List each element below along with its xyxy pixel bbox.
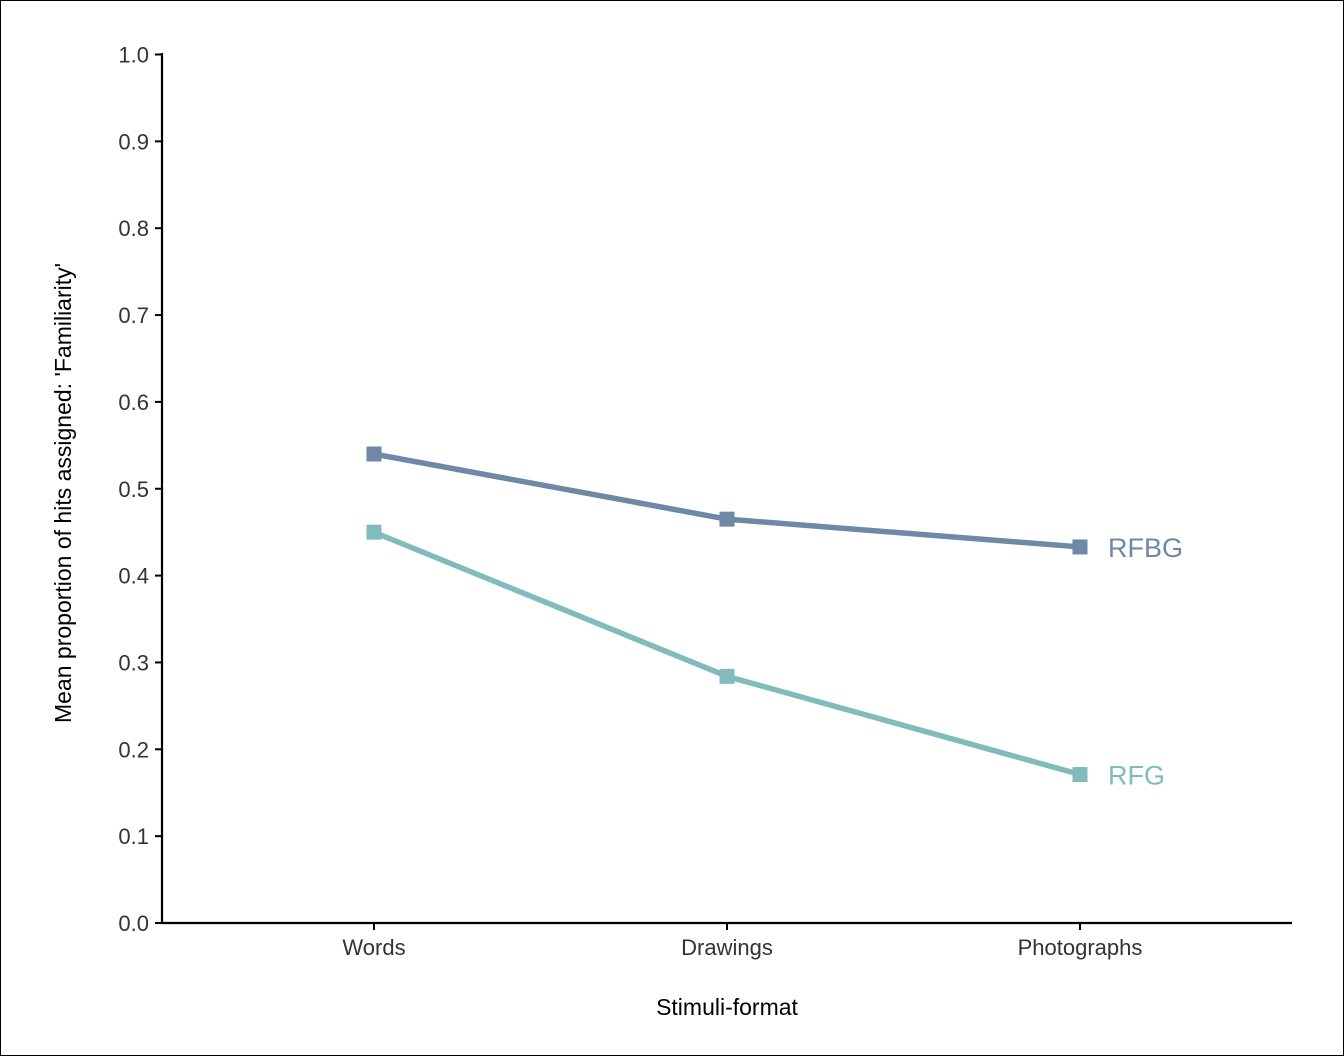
data-point <box>719 511 735 527</box>
y-tick-label: 0.1 <box>118 824 149 849</box>
y-tick-label: 0.2 <box>118 737 149 762</box>
y-tick-label: 0.8 <box>118 216 149 241</box>
series-layer: RFBG RFG <box>366 446 1183 790</box>
data-point <box>1072 539 1088 555</box>
series-rfg: RFG <box>366 524 1165 790</box>
x-tick-label: Drawings <box>681 935 773 960</box>
y-tick-label: 0.4 <box>118 564 149 589</box>
x-tick-label: Words <box>342 935 405 960</box>
y-tick-label: 0.3 <box>118 650 149 675</box>
x-tick-label: Photographs <box>1018 935 1143 960</box>
y-tick-label: 0.5 <box>118 477 149 502</box>
y-tick-label: 0.6 <box>118 390 149 415</box>
y-tick-label: 0.7 <box>118 303 149 328</box>
data-point <box>719 668 735 684</box>
series-rfbg: RFBG <box>366 446 1183 563</box>
data-point <box>366 446 382 462</box>
y-axis-ticks: 0.0 0.1 0.2 0.3 0.4 0.5 0.6 0.7 0.8 0.9 1.0 <box>118 43 162 936</box>
series-line <box>371 529 1083 778</box>
data-point <box>1072 766 1088 782</box>
x-axis-ticks: Words Drawings Photographs <box>342 923 1142 960</box>
x-axis-title: Stimuli-format <box>656 994 798 1020</box>
series-label: RFG <box>1108 760 1165 790</box>
y-tick-label: 0.9 <box>118 129 149 154</box>
y-axis-title: Mean proportion of hits assigned: 'Famil… <box>50 263 76 723</box>
series-label: RFBG <box>1108 533 1183 563</box>
y-tick-label: 0.0 <box>118 911 149 936</box>
y-tick-label: 1.0 <box>118 43 149 68</box>
data-point <box>366 524 382 540</box>
series-line <box>371 451 1083 550</box>
